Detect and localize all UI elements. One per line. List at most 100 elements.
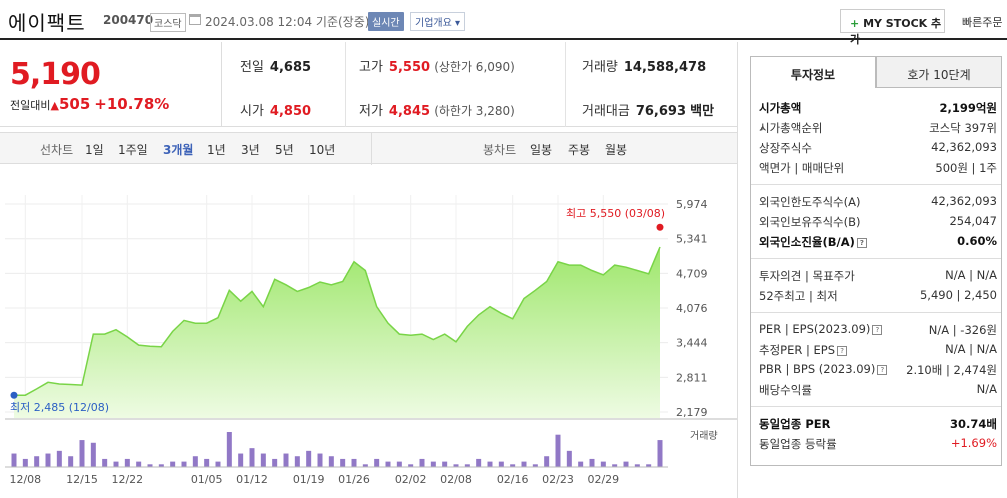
divider (371, 133, 372, 165)
info-row-value: 2.10배 | 2,474원 (906, 363, 997, 377)
help-icon[interactable]: ? (872, 324, 883, 335)
info-row: 상장주식수 42,362,093 (759, 140, 997, 158)
tab-order-book[interactable]: 호가 10단계 (876, 56, 1002, 88)
volume-bar (181, 461, 187, 467)
price-line (14, 246, 661, 396)
tab-investment-info[interactable]: 투자정보 (750, 56, 876, 88)
x-tick-label: 01/19 (293, 473, 325, 486)
volume-bar (79, 440, 85, 467)
high-annotation: 최고 5,550 (03/08) (566, 207, 665, 220)
info-row-value: 2,199억원 (939, 101, 997, 115)
chevron-right-icon[interactable]: ▸ (761, 440, 766, 449)
tab-1y[interactable]: 1년 (207, 143, 226, 157)
x-tick-label: 02/29 (587, 473, 619, 486)
volume-bar (396, 461, 402, 467)
high-marker (656, 223, 664, 231)
volume-bar (192, 456, 198, 467)
current-price: 5,190 (10, 57, 101, 92)
volume-bar (634, 464, 640, 467)
info-row: PBR | BPS (2023.09)? 2.10배 | 2,474원 (759, 362, 997, 380)
volume-bar (238, 453, 244, 467)
volume-bar (657, 440, 663, 467)
help-icon[interactable]: ? (877, 364, 888, 375)
info-row-label: 상장주식수 (759, 141, 812, 155)
x-tick-label: 12/08 (9, 473, 41, 486)
stat-prev: 전일 4,685 (240, 56, 311, 75)
price-stats: 전일 4,685 고가 5,550 (상한가 6,090) 거래량 14,588,47… (222, 42, 737, 127)
volume-label: 거래량 (690, 430, 718, 442)
volume-bar (272, 458, 278, 467)
quote-datetime: 2024.03.08 12:04 기준(장중) (205, 15, 370, 29)
volume-bar (430, 461, 436, 467)
info-row-value: N/A | N/A (945, 342, 997, 356)
stock-header: 에이팩트 200470 코스닥 2024.03.08 12:04 기준(장중) … (0, 0, 1007, 46)
chevron-right-icon[interactable]: ▸ (761, 420, 766, 429)
info-row-value: 42,362,093 (931, 194, 997, 208)
tab-3m[interactable]: 3개월 (163, 143, 194, 157)
realtime-button[interactable]: 실시간 (368, 12, 404, 31)
change-amount: 505 (58, 95, 91, 113)
low-marker (10, 391, 18, 399)
x-tick-label: 12/22 (111, 473, 143, 486)
volume-bar (249, 448, 255, 467)
tab-5y[interactable]: 5년 (275, 143, 294, 157)
info-row-label: 외국인소진율(B/A)? (759, 234, 867, 250)
tab-10y[interactable]: 10년 (309, 143, 336, 157)
info-row: 추정PER | EPS? N/A | N/A (759, 342, 997, 360)
stat-low: 저가 4,845 (하한가 3,280) (359, 100, 515, 119)
info-row: 투자의견 | 목표주가 N/A | N/A (759, 268, 997, 286)
info-row: 동일업종 PER ▸ 30.74배 (759, 416, 997, 434)
stat-open-value: 4,850 (269, 104, 312, 119)
price-change: 전일대비▲505 +10.78% (10, 95, 169, 113)
x-tick-label: 02/23 (542, 473, 574, 486)
info-tabs: 투자정보 호가 10단계 (750, 56, 1002, 88)
x-tick-label: 01/26 (338, 473, 370, 486)
volume-bar (158, 464, 164, 467)
mystock-add-button[interactable]: + MY STOCK 추가 (840, 9, 945, 46)
y-tick-label: 4,076 (676, 302, 708, 315)
tab-monthly[interactable]: 월봉 (605, 143, 628, 157)
info-row: 동일업종 등락률 ▸ +1.69% (759, 436, 997, 454)
up-triangle-icon: ▲ (50, 99, 59, 112)
stat-low-value: 4,845 (388, 104, 431, 119)
volume-bar (124, 458, 130, 467)
volume-bar (521, 461, 527, 467)
volume-bar (476, 458, 482, 467)
stat-volume-value: 14,588,478 (623, 60, 707, 75)
info-row: 시가총액 2,199억원 (759, 100, 997, 118)
change-label: 전일대비 (10, 99, 51, 112)
help-icon[interactable]: ? (856, 237, 867, 248)
divider (751, 184, 1001, 185)
help-icon[interactable]: ? (837, 345, 848, 356)
stat-prev-value: 4,685 (269, 60, 312, 75)
current-price-box: 5,190 전일대비▲505 +10.78% (0, 42, 222, 127)
tab-3y[interactable]: 3년 (241, 143, 260, 157)
x-tick-label: 02/08 (440, 473, 472, 486)
divider (751, 312, 1001, 313)
volume-bar (102, 458, 108, 467)
volume-bar (544, 456, 550, 467)
company-overview-dropdown[interactable]: 기업개요 ▾ (410, 12, 466, 31)
volume-bar (374, 458, 380, 467)
volume-bar (555, 434, 561, 467)
chevron-right-icon[interactable]: ▸ (761, 124, 766, 133)
price-chart: 5,974 5,341 4,709 4,076 3,444 2,811 2,179 12/0… (0, 165, 737, 498)
volume-bar (385, 461, 391, 467)
info-row-value: 30.74배 (950, 417, 997, 431)
y-tick-label: 2,811 (676, 371, 708, 384)
stat-trade-value-unit: 백만 (690, 104, 715, 119)
tab-weekly[interactable]: 주봉 (568, 143, 591, 157)
tab-1w[interactable]: 1주일 (118, 143, 148, 157)
tab-daily[interactable]: 일봉 (530, 143, 553, 157)
tab-1d[interactable]: 1일 (85, 143, 104, 157)
x-tick-label: 02/02 (395, 473, 427, 486)
volume-bar (408, 464, 414, 467)
stock-code: 200470 (103, 13, 154, 27)
x-tick-label: 02/16 (497, 473, 529, 486)
divider (565, 42, 566, 127)
divider (751, 406, 1001, 407)
stat-volume: 거래량 14,588,478 (582, 56, 706, 75)
info-row-label: 동일업종 등락률 (759, 437, 837, 451)
quick-order-link[interactable]: 빠른주문 (962, 16, 1003, 29)
stat-high-label: 고가 (359, 60, 383, 75)
